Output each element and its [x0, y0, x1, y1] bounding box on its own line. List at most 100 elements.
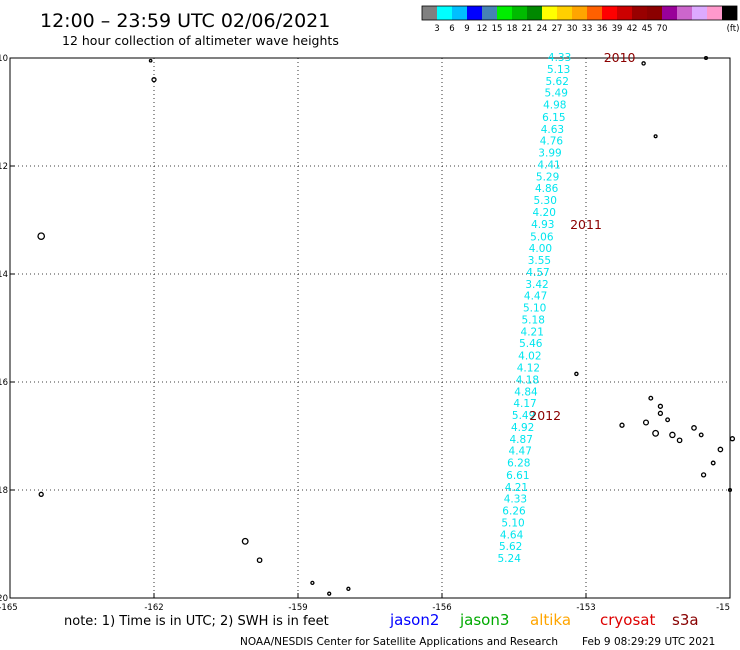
swh-value-label: 4.47: [524, 291, 547, 303]
island-outline: [38, 491, 44, 497]
credit-text: NOAA/NESDIS Center for Satellite Applica…: [240, 636, 558, 648]
swh-value-label: 5.10: [523, 303, 546, 315]
pass-number-label: 2012: [529, 408, 561, 423]
swh-value-label: 4.86: [535, 183, 559, 195]
island-outline: [703, 55, 709, 61]
swh-value-label: 5.10: [501, 517, 524, 529]
island-outline: [717, 446, 724, 453]
swh-value-label: 4.02: [518, 351, 541, 363]
swh-value-label: 4.47: [509, 446, 532, 458]
legend-swatch: [647, 6, 662, 20]
island-outline: [652, 429, 660, 437]
y-tick-label: -16: [0, 378, 8, 388]
swh-value-label: 4.00: [529, 243, 552, 255]
swh-value-label: 6.61: [506, 470, 529, 482]
swh-value-label: 5.62: [546, 76, 569, 88]
swh-value-label: 5.30: [534, 195, 557, 207]
swh-value-label: 4.17: [513, 398, 536, 410]
island-outline: [37, 232, 46, 241]
legend-swatch: [662, 6, 677, 20]
legend-tick-label: 39: [612, 24, 623, 34]
island-outline: [657, 403, 664, 409]
x-tick-label: -153: [576, 603, 595, 613]
x-tick-label: -15: [716, 603, 730, 613]
island-outline: [148, 58, 153, 63]
legend-tick-label: 42: [627, 24, 638, 34]
legend-swatch: [467, 6, 482, 20]
y-tick-label: -20: [0, 594, 8, 604]
legend-swatch: [542, 6, 557, 20]
legend-swatch: [692, 6, 707, 20]
island-outline: [619, 422, 625, 428]
color-legend: 3 6 9 12 15 18 21 24 27 30 33 36 39 42 45 70 (ft): [421, 5, 739, 34]
swh-value-label: 6.15: [542, 112, 565, 124]
legend-tick-label: 9: [464, 24, 469, 34]
legend-swatch: [632, 6, 647, 20]
legend-tick-label: 70: [657, 24, 668, 34]
satellite-name: altika: [530, 611, 571, 629]
swh-value-label: 4.21: [521, 326, 544, 338]
satellite-name: s3a: [672, 611, 699, 629]
swh-value-label: 5.49: [512, 410, 535, 422]
grid-lines: [10, 58, 730, 598]
swh-value-label: 5.13: [547, 64, 570, 76]
timestamp-text: Feb 9 08:29:29 UTC 2021: [582, 636, 715, 648]
swh-value-label: 4.64: [500, 529, 524, 541]
chart-subtitle: 12 hour collection of altimeter wave hei…: [62, 33, 339, 48]
legend-tick-label: 27: [552, 24, 563, 34]
legend-swatch: [617, 6, 632, 20]
legend-tick-label: 6: [449, 24, 454, 34]
x-tick-label: -156: [432, 603, 451, 613]
swh-value-label: 4.12: [517, 363, 540, 375]
island-outline: [642, 419, 650, 426]
island-outline: [691, 425, 697, 431]
legend-frame: [421, 5, 738, 21]
island-outline: [700, 472, 707, 478]
swh-value-label: 4.92: [511, 422, 534, 434]
y-tick-label: -12: [0, 162, 8, 172]
legend-swatch: [572, 6, 587, 20]
swh-value-label: 5.18: [522, 314, 545, 326]
swh-value-label: 6.28: [507, 458, 530, 470]
legend-swatch: [452, 6, 467, 20]
wave-height-track: 4.335.135.625.494.986.154.634.763.994.41…: [498, 52, 572, 565]
island-outlines: [37, 55, 736, 596]
legend-swatch: [497, 6, 512, 20]
swh-value-label: 4.76: [540, 136, 564, 148]
swh-value-label: 4.57: [526, 267, 549, 279]
island-outline: [648, 395, 654, 401]
swh-value-label: 5.49: [545, 88, 568, 100]
island-outline: [346, 586, 351, 591]
legend-swatch: [677, 6, 692, 20]
swh-value-label: 4.41: [537, 159, 560, 171]
island-outline: [727, 487, 733, 493]
legend-tick-label: 45: [642, 24, 653, 34]
swh-value-label: 4.84: [514, 386, 538, 398]
legend-tick-label: 3: [434, 24, 439, 34]
legend-tick-label: 30: [567, 24, 578, 34]
y-tick-label: -18: [0, 486, 8, 496]
swh-value-label: 3.42: [525, 279, 548, 291]
island-outline: [698, 432, 704, 438]
legend-swatch: [482, 6, 497, 20]
island-outline: [729, 436, 736, 442]
swh-value-label: 3.99: [538, 148, 561, 160]
swh-value-label: 4.63: [541, 124, 564, 136]
legend-swatch: [527, 6, 542, 20]
swh-value-label: 3.55: [528, 255, 551, 267]
legend-swatch: [722, 6, 737, 20]
swh-value-label: 4.33: [548, 52, 571, 64]
island-outline: [665, 417, 671, 423]
island-outline: [657, 410, 664, 416]
legend-swatch: [707, 6, 722, 20]
legend-tick-label: 36: [597, 24, 608, 34]
island-outline: [327, 591, 332, 596]
island-outline: [710, 460, 716, 466]
legend-tick-label: 15: [492, 24, 503, 34]
island-outline: [151, 76, 157, 83]
island-outline: [574, 371, 579, 377]
pass-number-label: 2011: [570, 217, 602, 232]
island-outline: [653, 134, 658, 139]
swh-value-label: 4.87: [510, 434, 533, 446]
